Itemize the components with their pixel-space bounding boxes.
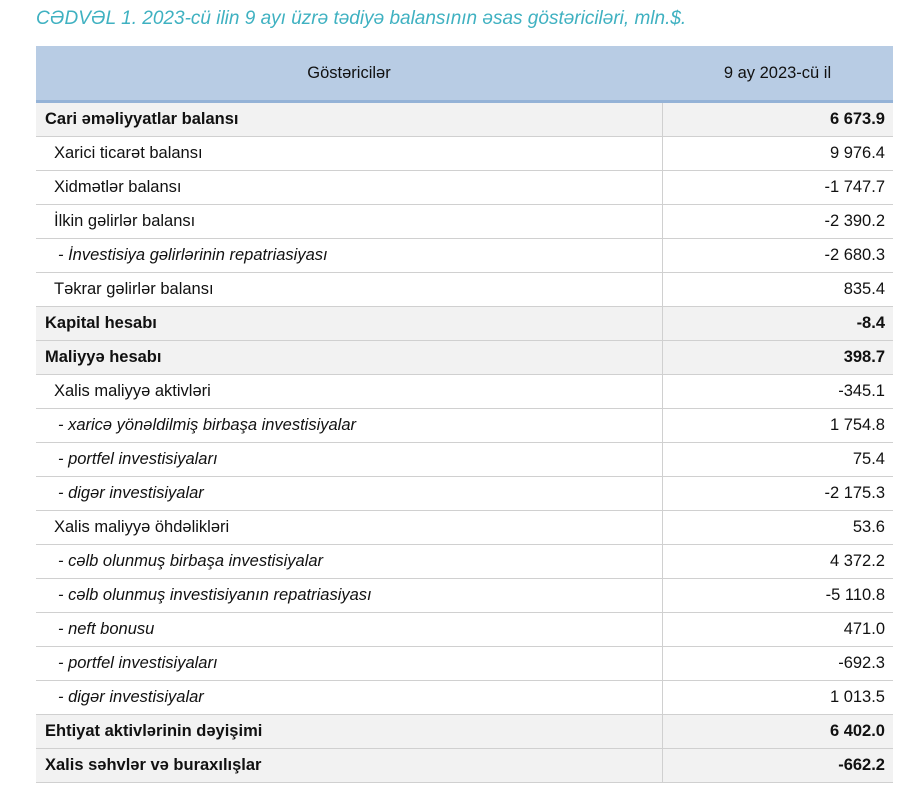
label-cell: Ehtiyat aktivlərinin dəyişimi xyxy=(36,714,662,749)
label-cell: Təkrar gəlirlər balansı xyxy=(36,272,662,307)
table-row: Xalis maliyyə aktivləri -345.1 xyxy=(36,374,893,409)
label-cell: - cəlb olunmuş investisiyanın repatriasi… xyxy=(36,578,662,613)
label-cell: Xalis maliyyə aktivləri xyxy=(36,374,662,409)
value-cell: 53.6 xyxy=(661,510,893,545)
label-cell: Kapital hesabı xyxy=(36,306,662,341)
label-cell: - neft bonusu xyxy=(36,612,662,647)
label-cell: - cəlb olunmuş birbaşa investisiyalar xyxy=(36,544,662,579)
table-row: Təkrar gəlirlər balansı 835.4 xyxy=(36,272,893,307)
label-cell: - digər investisiyalar xyxy=(36,680,662,715)
value-cell: 6 402.0 xyxy=(661,714,893,749)
value-cell: -345.1 xyxy=(661,374,893,409)
table-row: Xarici ticarət balansı 9 976.4 xyxy=(36,136,893,171)
value-cell: 75.4 xyxy=(661,442,893,477)
label-cell: - portfel investisiyaları xyxy=(36,646,662,681)
table-row: Xalis səhvlər və buraxılışlar -662.2 xyxy=(36,748,893,783)
value-cell: 4 372.2 xyxy=(661,544,893,579)
value-cell: -662.2 xyxy=(661,748,893,783)
value-cell: 835.4 xyxy=(661,272,893,307)
table-row: Kapital hesabı -8.4 xyxy=(36,306,893,341)
header-cell: 9 ay 2023-cü il xyxy=(662,46,893,103)
label-cell: Xidmətlər balansı xyxy=(36,170,662,205)
label-cell: - xaricə yönəldilmiş birbaşa investisiya… xyxy=(36,408,662,443)
header-cell: Göstəricilər xyxy=(36,46,662,103)
label-cell: Xarici ticarət balansı xyxy=(36,136,662,171)
value-cell: 471.0 xyxy=(661,612,893,647)
table-row: - digər investisiyalar -2 175.3 xyxy=(36,476,893,511)
value-cell: -692.3 xyxy=(661,646,893,681)
label-cell: - İnvestisiya gəlirlərinin repatriasiyas… xyxy=(36,238,662,273)
value-cell: 1 013.5 xyxy=(661,680,893,715)
table-body: Cari əməliyyatlar balansı 6 673.9 Xarici t… xyxy=(36,101,893,783)
label-cell: - digər investisiyalar xyxy=(36,476,662,511)
value-cell: 6 673.9 xyxy=(661,101,893,137)
table: Göstəricilər 9 ay 2023-cü il Cari əməliy… xyxy=(36,46,893,783)
table-row: Xalis maliyyə öhdəlikləri 53.6 xyxy=(36,510,893,545)
label-cell: - portfel investisiyaları xyxy=(36,442,662,477)
label-cell: Cari əməliyyatlar balansı xyxy=(36,101,662,137)
table-row: - cəlb olunmuş birbaşa investisiyalar 4 3… xyxy=(36,544,893,579)
label-cell: Xalis səhvlər və buraxılışlar xyxy=(36,748,662,783)
table-row: - İnvestisiya gəlirlərinin repatriasiyas… xyxy=(36,238,893,273)
table-row: - portfel investisiyaları -692.3 xyxy=(36,646,893,681)
table-row: Cari əməliyyatlar balansı 6 673.9 xyxy=(36,101,893,137)
table-row: Xidmətlər balansı -1 747.7 xyxy=(36,170,893,205)
value-cell: -1 747.7 xyxy=(661,170,893,205)
label-cell: Xalis maliyyə öhdəlikləri xyxy=(36,510,662,545)
table-row: Ehtiyat aktivlərinin dəyişimi 6 402.0 xyxy=(36,714,893,749)
value-cell: 398.7 xyxy=(661,340,893,375)
value-cell: -5 110.8 xyxy=(661,578,893,613)
table-row: Maliyyə hesabı 398.7 xyxy=(36,340,893,375)
header-row: Göstəricilər 9 ay 2023-cü il xyxy=(36,46,893,103)
value-cell: -2 680.3 xyxy=(661,238,893,273)
value-cell: -2 390.2 xyxy=(661,204,893,239)
table-row: - cəlb olunmuş investisiyanın repatriasi… xyxy=(36,578,893,613)
table-title: CƏDVƏL 1. 2023-cü ilin 9 ayı üzrə tədiyə… xyxy=(36,8,687,29)
value-cell: -8.4 xyxy=(661,306,893,341)
table-row: İlkin gəlirlər balansı -2 390.2 xyxy=(36,204,893,239)
value-cell: 9 976.4 xyxy=(661,136,893,171)
table-row: - digər investisiyalar 1 013.5 xyxy=(36,680,893,715)
value-cell: 1 754.8 xyxy=(661,408,893,443)
table-row: - xaricə yönəldilmiş birbaşa investisiya… xyxy=(36,408,893,443)
label-cell: Maliyyə hesabı xyxy=(36,340,662,375)
table-row: - portfel investisiyaları 75.4 xyxy=(36,442,893,477)
value-cell: -2 175.3 xyxy=(661,476,893,511)
table-row: - neft bonusu 471.0 xyxy=(36,612,893,647)
label-cell: İlkin gəlirlər balansı xyxy=(36,204,662,239)
